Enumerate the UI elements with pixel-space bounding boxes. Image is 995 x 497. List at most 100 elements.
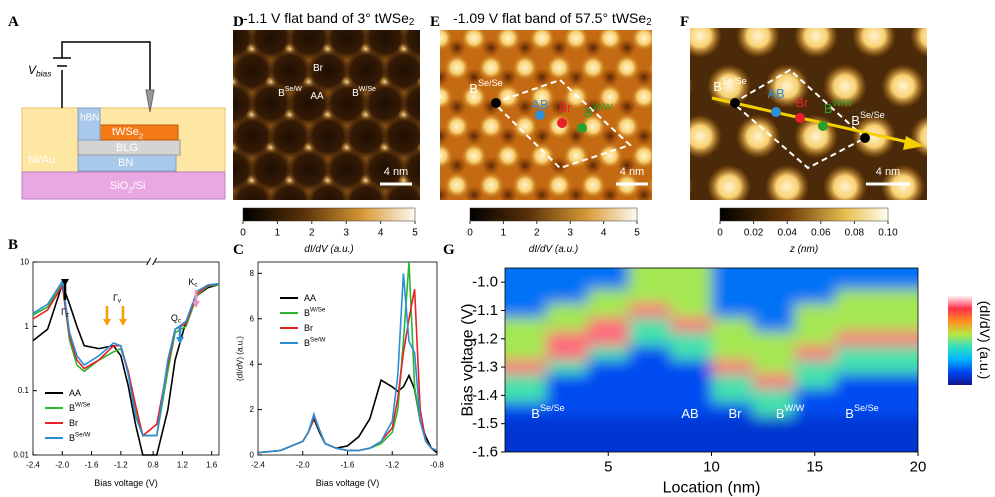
stm-feature [669, 68, 687, 86]
text-sup: Se/Se [722, 76, 747, 86]
stm-feature [635, 186, 652, 200]
stm-feature [478, 113, 504, 140]
stm-feature [448, 97, 466, 116]
text-sub: z [66, 311, 69, 318]
heatmap-cell [794, 331, 836, 347]
heatmap-cell [794, 345, 836, 361]
colorbar-tick-label: 0.06 [811, 228, 831, 239]
heatmap-cell [587, 402, 630, 418]
stm-feature [597, 142, 623, 169]
site-label: Br [729, 406, 743, 421]
heatmap-cell [752, 374, 795, 389]
colorbar-tick-label: 2 [309, 228, 315, 239]
text-base: Q [171, 313, 178, 323]
heatmap-cell [670, 289, 712, 304]
text-sup: Se/W [310, 336, 325, 343]
stm-feature [363, 81, 407, 126]
text-sub: 2 [646, 17, 651, 28]
heatmap-cell [876, 430, 918, 452]
stm-feature [703, 9, 721, 27]
heatmap-cell [794, 303, 836, 319]
layer-label: Ni/Au [28, 154, 55, 166]
x-axis-label: Location (nm) [663, 480, 761, 497]
stm-feature [444, 54, 470, 81]
stm-feature [306, 180, 350, 200]
stm-feature [939, 0, 983, 8]
text-sup: Se/W [75, 431, 90, 438]
heatmap-cell [876, 289, 918, 304]
stm-feature [382, 114, 420, 159]
heatmap-cell [628, 317, 671, 333]
heatmap-cell [546, 388, 589, 403]
stm-feature [910, 28, 927, 58]
x-tick-label: -0.8 [430, 461, 444, 470]
stm-feature [499, 68, 517, 87]
y-tick-label: 6 [250, 314, 255, 323]
stm-feature [192, 0, 236, 27]
heatmap-cell [505, 303, 547, 319]
annotation-head [176, 337, 184, 344]
colorbar-tick-label: 0 [240, 228, 246, 239]
text-base: Br [729, 406, 743, 421]
site-label: AB [681, 406, 698, 421]
x-tick-label: 1.2 [177, 461, 189, 470]
x-tick-label: 5 [604, 459, 612, 476]
stm-feature [716, 0, 742, 22]
stm-feature [455, 208, 467, 220]
stm-feature [249, 81, 293, 126]
scale-bar-label: 4 nm [876, 166, 900, 178]
y-axis-label: (dI/dV) (a.u.) [236, 336, 245, 381]
y-tick-label: 2 [250, 405, 255, 414]
heatmap-cell [876, 345, 918, 361]
text-base: dI/dV (a.u.) [529, 244, 578, 255]
site-label: AB [531, 97, 548, 112]
heatmap-cell [752, 289, 795, 304]
axis-break [148, 258, 155, 266]
stm-feature [516, 38, 534, 57]
stm-feature [597, 83, 623, 110]
text-base: B [69, 433, 75, 443]
site-dot [795, 113, 805, 123]
stm-feature [665, 143, 691, 169]
stm-feature [563, 142, 589, 169]
stm-feature [444, 113, 470, 140]
heatmap-cell [505, 317, 547, 333]
heatmap-cell [670, 268, 712, 290]
heatmap-cell [587, 331, 630, 347]
stm-feature [227, 208, 239, 220]
stm-feature [584, 156, 602, 175]
x-tick-label: 20 [910, 459, 927, 476]
heatmap-cell [752, 345, 795, 361]
heatmap-cell [752, 360, 795, 375]
heatmap-cell [711, 430, 754, 452]
stm-feature [516, 97, 534, 116]
stm-feature [499, 127, 517, 146]
stm-feature [707, 0, 751, 8]
y-tick-label: 4 [250, 360, 255, 369]
linecut-arrow [711, 96, 913, 145]
stm-feature [648, 58, 652, 77]
stm-feature [707, 164, 751, 200]
colorbar-tick-label: 3 [567, 228, 573, 239]
heatmap-cell [670, 345, 712, 361]
heatmap-cell [628, 360, 671, 375]
heatmap-cell [835, 416, 878, 432]
colorbar-tick-label: 0.08 [845, 228, 865, 239]
heatmap-cell [587, 289, 630, 304]
heatmap-cell [711, 360, 754, 375]
stm-feature [635, 68, 652, 87]
stm-feature [465, 68, 483, 87]
stm-feature [417, 208, 429, 220]
heatmap [505, 268, 918, 452]
annotation-head [119, 319, 127, 326]
stm-image [690, 0, 983, 200]
stm-feature [597, 30, 623, 51]
heatmap-cell [794, 388, 836, 403]
stm-feature [465, 186, 483, 200]
colorbar [948, 296, 972, 385]
heatmap-cell [628, 289, 671, 304]
stm-feature [939, 64, 983, 108]
text-sup: W/Se [310, 306, 326, 313]
stm-feature [563, 83, 589, 110]
annotation-head [61, 279, 69, 286]
